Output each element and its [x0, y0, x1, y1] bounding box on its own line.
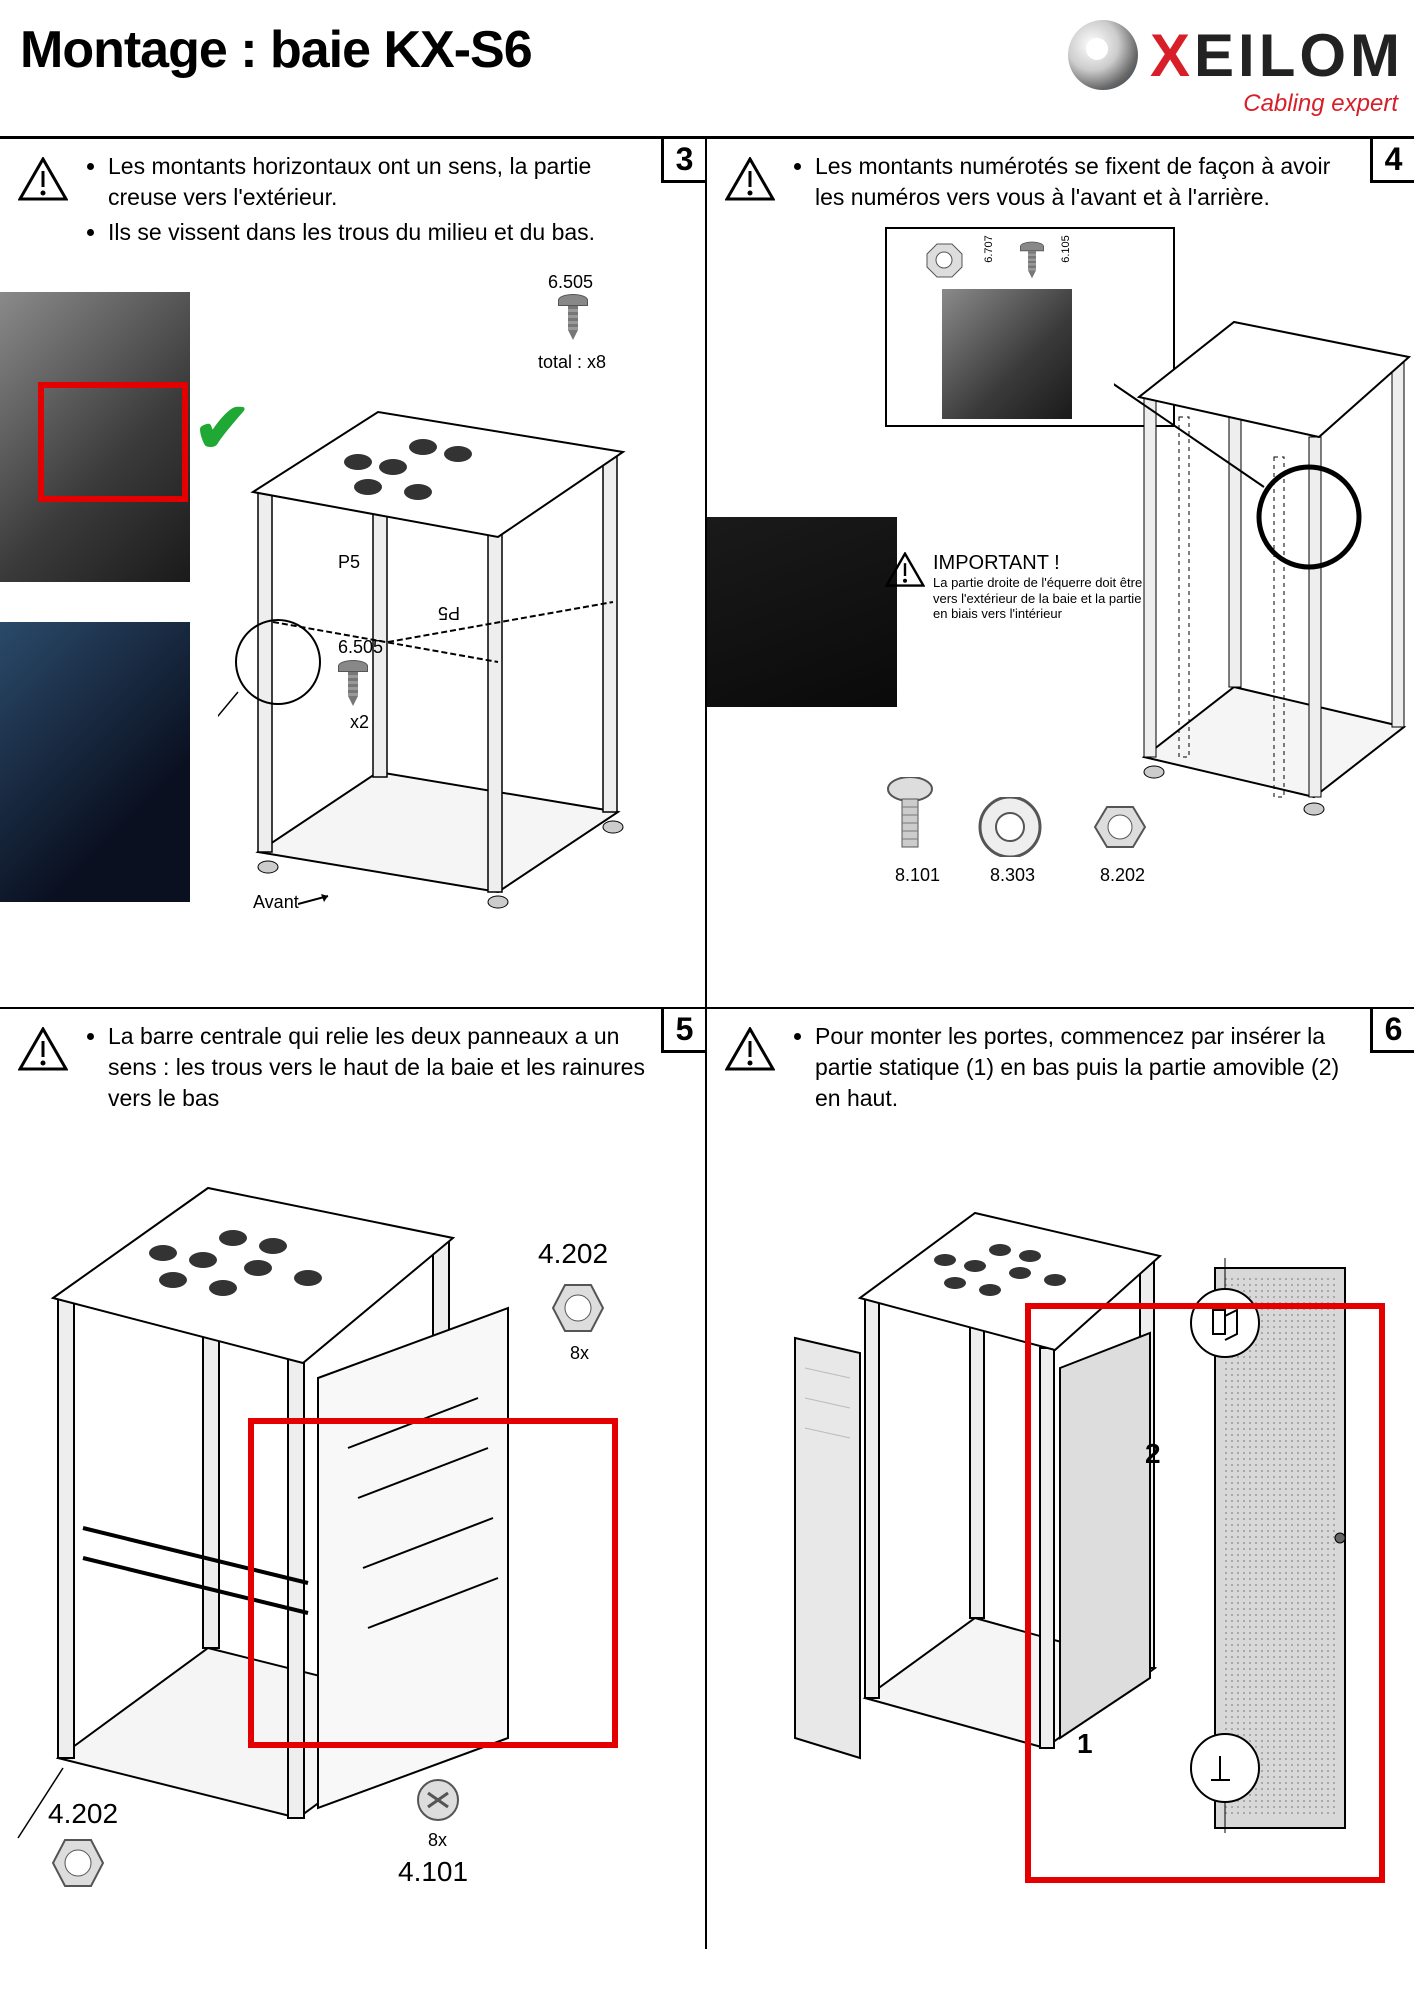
- page-title: Montage : baie KX-S6: [20, 20, 532, 80]
- warning-icon: [885, 552, 925, 588]
- diagram-area: 2 1: [725, 1118, 1396, 1894]
- arrow-icon: [298, 894, 338, 914]
- red-highlight: [248, 1418, 618, 1748]
- hw-ref: 4.202: [48, 1798, 118, 1830]
- panel-step-4: 4 Les montants numérotés se fixent de fa…: [707, 139, 1414, 1009]
- step-number: 3: [661, 139, 705, 183]
- panel-step-6: 6 Pour monter les portes, commencez par …: [707, 1009, 1414, 1949]
- instruction-grid: 3 Les montants horizontaux ont un sens, …: [0, 139, 1414, 1979]
- panel-step-5: 5 La barre centrale qui relie les deux p…: [0, 1009, 707, 1949]
- panel-step-3: 3 Les montants horizontaux ont un sens, …: [0, 139, 707, 1009]
- screw-icon: [1020, 242, 1044, 279]
- important-block: IMPORTANT ! La partie droite de l'équerr…: [885, 552, 1143, 622]
- nut-icon: [538, 1273, 618, 1343]
- washer-icon: [970, 797, 1050, 857]
- instruction-list: Les montants numérotés se fixent de faço…: [791, 151, 1396, 217]
- diagram-area: ✔: [18, 252, 687, 956]
- instruction-list: Les montants horizontaux ont un sens, la…: [84, 151, 687, 252]
- screw-icon: [338, 660, 368, 706]
- brand-block: XEILOM Cabling expert: [1068, 20, 1404, 118]
- instruction-row: Pour monter les portes, commencez par in…: [725, 1021, 1396, 1118]
- important-text-block: IMPORTANT ! La partie droite de l'équerr…: [933, 552, 1143, 622]
- instruction-item: Pour monter les portes, commencez par in…: [815, 1021, 1356, 1114]
- callout-number: 1: [1077, 1728, 1093, 1760]
- nut-icon: [917, 239, 967, 279]
- hardware-qty: x2: [350, 712, 369, 733]
- hardware-ref: 6.505: [548, 272, 593, 293]
- diagram-area: 6.707 6.105 IMPORTANT ! La p: [725, 217, 1396, 921]
- red-highlight: [38, 382, 188, 502]
- hw-ref: 6.105: [1060, 235, 1072, 263]
- hw-qty: 8x: [570, 1343, 589, 1364]
- bracket-photo: [707, 517, 897, 707]
- rack-diagram: [218, 332, 638, 912]
- hardware-total: total : x8: [538, 352, 606, 373]
- step-number: 4: [1370, 139, 1414, 183]
- brand-logo: XEILOM: [1068, 20, 1404, 90]
- instruction-item: Ils se vissent dans les trous du milieu …: [108, 217, 647, 248]
- rack-partial-diagram: [1114, 257, 1414, 847]
- nut-icon: [1080, 797, 1160, 857]
- hw-ref: 8.303: [990, 865, 1035, 886]
- front-label: Avant: [253, 892, 299, 913]
- instruction-row: Les montants numérotés se fixent de faço…: [725, 151, 1396, 217]
- drill-photo: [0, 622, 190, 902]
- instruction-item: Les montants horizontaux ont un sens, la…: [108, 151, 647, 213]
- inset-photo: [942, 289, 1072, 419]
- screw-head-icon: [413, 1778, 463, 1828]
- screw-icon: [558, 294, 588, 340]
- rail-label: P5: [438, 602, 460, 623]
- warning-icon: [725, 157, 775, 202]
- hw-ref: 4.101: [398, 1856, 468, 1888]
- instruction-item: La barre centrale qui relie les deux pan…: [108, 1021, 647, 1114]
- brand-wordmark: XEILOM: [1150, 21, 1404, 90]
- nut-icon: [38, 1828, 118, 1898]
- instruction-list: La barre centrale qui relie les deux pan…: [84, 1021, 687, 1118]
- hw-ref: 8.202: [1100, 865, 1145, 886]
- rail-label: P5: [338, 552, 360, 573]
- callout-number: 2: [1145, 1438, 1161, 1470]
- step-number: 5: [661, 1009, 705, 1053]
- warning-icon: [18, 1027, 68, 1072]
- instruction-list: Pour monter les portes, commencez par in…: [791, 1021, 1396, 1118]
- diagram-area: 4.202 8x 8x 4.101 4.202: [18, 1118, 687, 1894]
- important-title: IMPORTANT !: [933, 552, 1143, 575]
- important-text: La partie droite de l'équerre doit être …: [933, 575, 1143, 622]
- hardware-ref-detail: 6.505: [338, 637, 383, 658]
- hw-ref: 8.101: [895, 865, 940, 886]
- warning-icon: [18, 157, 68, 202]
- hw-qty: 8x: [428, 1830, 447, 1851]
- sphere-icon: [1068, 20, 1138, 90]
- brand-name-tail: EILOM: [1194, 22, 1404, 89]
- instruction-row: Les montants horizontaux ont un sens, la…: [18, 151, 687, 252]
- hw-ref: 6.707: [983, 235, 995, 263]
- hw-ref: 4.202: [538, 1238, 608, 1270]
- brand-tagline: Cabling expert: [1068, 90, 1404, 118]
- instruction-item: Les montants numérotés se fixent de faço…: [815, 151, 1356, 213]
- instruction-row: La barre centrale qui relie les deux pan…: [18, 1021, 687, 1118]
- step-number: 6: [1370, 1009, 1414, 1053]
- red-highlight: [1025, 1303, 1385, 1883]
- bolt-icon: [880, 777, 940, 857]
- page-header: Montage : baie KX-S6 XEILOM Cabling expe…: [0, 0, 1414, 128]
- warning-icon: [725, 1027, 775, 1072]
